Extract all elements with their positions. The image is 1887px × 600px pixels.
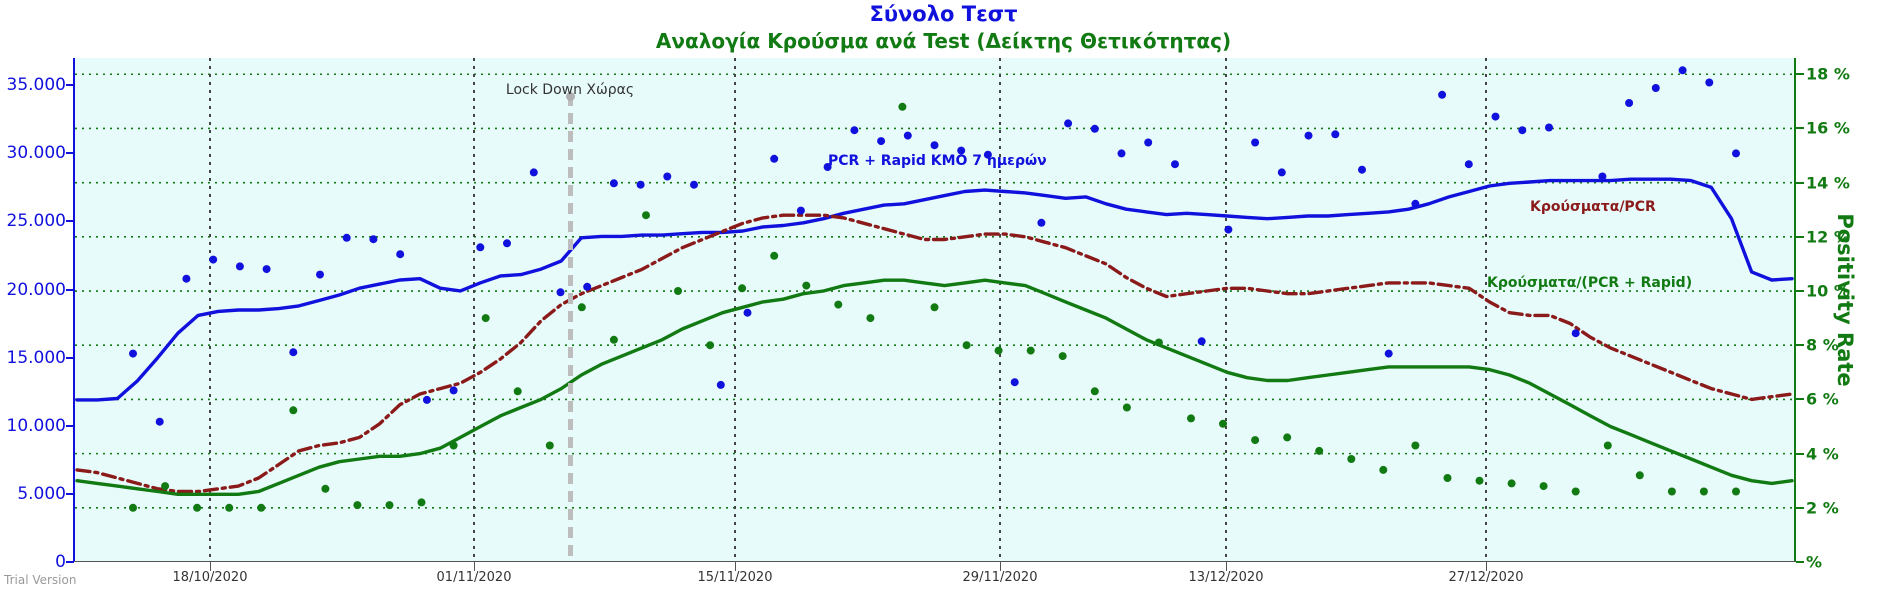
x-axis-tick-label: 01/11/2020 xyxy=(436,570,512,585)
x-axis-tick-mark xyxy=(474,562,475,571)
right-axis-title: Positivity Rate xyxy=(1833,213,1857,387)
x-axis-tick-mark xyxy=(735,562,736,571)
left-axis-tick-mark xyxy=(66,492,74,495)
x-axis-tick-label: 13/12/2020 xyxy=(1188,570,1264,585)
left-axis-tick-label: 5.000 xyxy=(17,483,66,504)
x-axis-tick-label: 18/10/2020 xyxy=(172,570,248,585)
left-axis-tick-mark xyxy=(66,424,74,427)
left-axis-tick-mark xyxy=(66,561,74,563)
right-axis-tick-mark xyxy=(1796,181,1804,184)
right-axis-tick-label: 4 % xyxy=(1806,444,1839,464)
left-axis-tick-mark xyxy=(66,152,74,155)
right-axis-tick-label: 10 % xyxy=(1806,281,1850,301)
left-axis-line xyxy=(73,58,75,562)
plot-area xyxy=(73,58,1796,562)
left-axis-tick-label: 20.000 xyxy=(6,279,66,300)
left-axis-tick-mark xyxy=(66,220,74,223)
left-axis-tick-mark xyxy=(66,84,74,87)
bottom-axis-line xyxy=(73,561,1796,562)
left-axis-tick-mark xyxy=(66,356,74,359)
left-axis-tick-label: 35.000 xyxy=(6,75,66,96)
left-axis-tick-mark xyxy=(66,288,74,291)
x-axis-tick-mark xyxy=(1486,562,1487,571)
left-axis-tick-label: 0 xyxy=(55,552,66,572)
x-axis-tick-mark xyxy=(210,562,211,571)
right-axis-tick-mark xyxy=(1796,127,1804,130)
series-label: PCR + Rapid ΚΜΟ 7 ημερών xyxy=(828,153,1047,169)
series-label: Κρούσματα/(PCR + Rapid) xyxy=(1487,275,1693,291)
right-axis-tick-mark xyxy=(1796,344,1804,347)
right-axis-tick-mark xyxy=(1796,235,1804,238)
lockdown-label: Lock Down Χώρας xyxy=(505,82,635,98)
right-axis-tick-label: 14 % xyxy=(1806,173,1850,193)
x-axis-tick-mark xyxy=(1000,562,1001,571)
right-axis-tick-mark xyxy=(1796,398,1804,401)
x-axis-tick-label: 15/11/2020 xyxy=(697,570,773,585)
right-axis-tick-label: 2 % xyxy=(1806,498,1839,518)
lockdown-marker-line xyxy=(568,95,573,562)
right-axis-tick-label: 16 % xyxy=(1806,118,1850,138)
right-axis-tick-label: 8 % xyxy=(1806,335,1839,355)
right-axis-tick-mark xyxy=(1796,452,1804,455)
x-axis-tick-label: 27/12/2020 xyxy=(1448,570,1524,585)
right-axis-tick-mark xyxy=(1796,561,1804,563)
chart-subtitle: Αναλογία Κρούσμα ανά Test (Δείκτης Θετικ… xyxy=(655,29,1232,53)
x-axis-tick-label: 29/11/2020 xyxy=(962,570,1038,585)
right-axis-tick-label: 12 % xyxy=(1806,227,1850,247)
lockdown-marker-dot xyxy=(566,92,575,101)
x-axis-tick-mark xyxy=(1226,562,1227,571)
right-axis-tick-mark xyxy=(1796,73,1804,76)
right-axis-tick-label: 18 % xyxy=(1806,64,1850,84)
right-axis-tick-label: % xyxy=(1806,552,1823,572)
series-label: Κρούσματα/PCR xyxy=(1530,199,1656,215)
right-axis-line xyxy=(1794,58,1796,562)
chart-title: Σύνολο Τεστ xyxy=(869,2,1018,26)
right-axis-tick-mark xyxy=(1796,506,1804,509)
left-axis-tick-label: 25.000 xyxy=(6,211,66,232)
right-axis-tick-mark xyxy=(1796,290,1804,293)
left-axis-tick-label: 30.000 xyxy=(6,143,66,164)
left-axis-tick-label: 15.000 xyxy=(6,347,66,368)
right-axis-tick-label: 6 % xyxy=(1806,389,1839,409)
left-axis-tick-label: 10.000 xyxy=(6,415,66,436)
trial-version-watermark: Trial Version xyxy=(4,573,77,587)
